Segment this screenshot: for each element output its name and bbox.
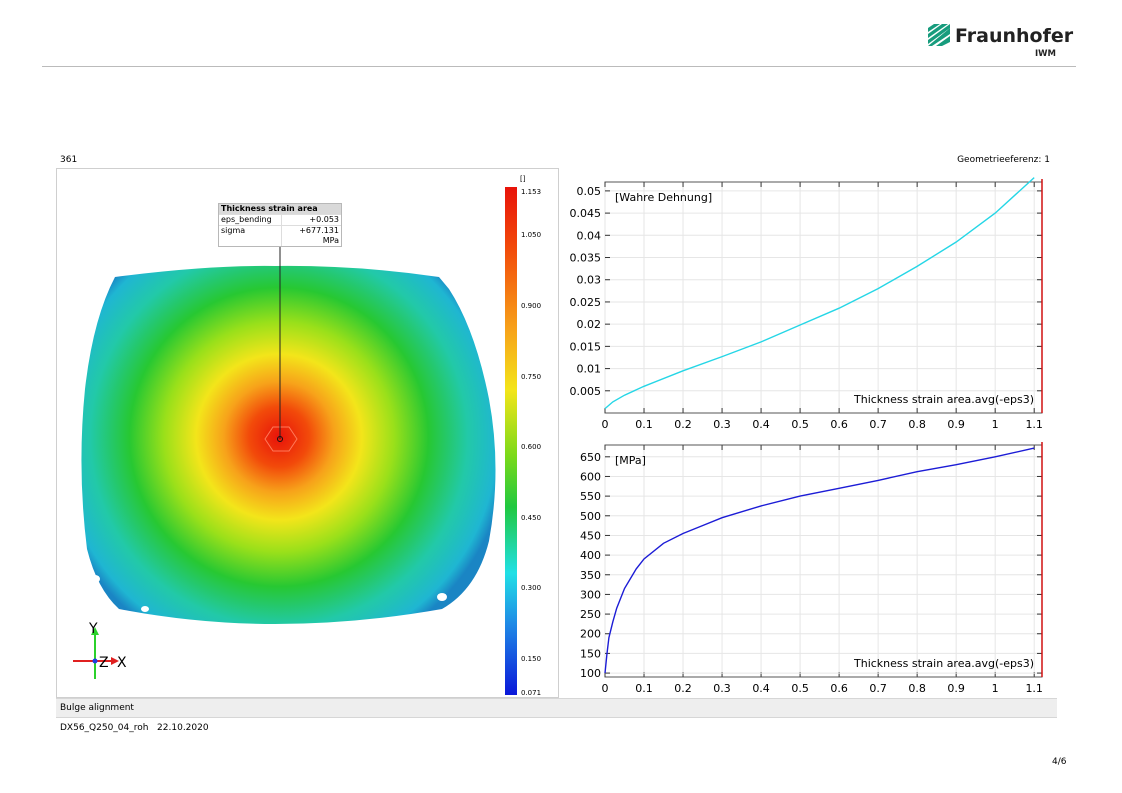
x-tick-label: 0.1 — [635, 418, 653, 431]
tooltip-row: eps_bending +0.053 — [219, 214, 341, 225]
y-tick-label: 300 — [580, 588, 601, 601]
x-tick-label: 1.1 — [1025, 682, 1043, 695]
y-tick-label: 250 — [580, 608, 601, 621]
colorbar-tick: 0.071 — [521, 689, 541, 697]
svg-text:Z: Z — [99, 655, 109, 671]
page-number: 4/6 — [1052, 757, 1067, 767]
logo-name: Fraunhofer — [955, 25, 1074, 47]
x-tick-label: 1 — [992, 418, 999, 431]
y-tick-label: 600 — [580, 470, 601, 483]
x-tick-label: 0 — [602, 682, 609, 695]
y-tick-label: 0.035 — [570, 252, 602, 265]
x-tick-label: 0.2 — [674, 682, 692, 695]
colorbar — [505, 187, 517, 695]
y-tick-label: 0.04 — [577, 229, 602, 242]
x-tick-label: 0.3 — [713, 418, 731, 431]
y-tick-label: 100 — [580, 667, 601, 680]
colorbar-tick: 0.450 — [521, 514, 541, 522]
x-tick-label: 0.4 — [752, 682, 770, 695]
x-tick-label: 0.3 — [713, 682, 731, 695]
y-tick-label: 0.02 — [577, 318, 602, 331]
plot-area — [604, 181, 1043, 414]
y-tick-label: 650 — [580, 451, 601, 464]
measurement-tooltip: Thickness strain area eps_bending +0.053… — [218, 203, 342, 247]
view-panel[interactable]: [] 1.153 1.050 0.900 0.750 0.600 0.450 0… — [56, 168, 559, 698]
colorbar-tick: 1.153 — [521, 188, 541, 196]
x-tick-label: 0.8 — [908, 418, 926, 431]
measure-hexagon — [264, 426, 298, 452]
specimen-surface — [81, 265, 496, 624]
tooltip-row: sigma +677.131 MPa — [219, 225, 341, 246]
geometry-reference: Geometrieeferenz: 1 — [957, 155, 1050, 165]
x-tick-label: 1.1 — [1025, 418, 1043, 431]
y-tick-label: 200 — [580, 628, 601, 641]
header-rule — [42, 66, 1076, 67]
strain-map[interactable]: [] 1.153 1.050 0.900 0.750 0.600 0.450 0… — [57, 169, 558, 697]
svg-text:Y: Y — [88, 621, 98, 637]
colorbar-tick: 0.900 — [521, 302, 541, 310]
colorbar-tick: 0.150 — [521, 655, 541, 663]
y-tick-label: 0.005 — [570, 385, 602, 398]
y-tick-label: 0.05 — [577, 185, 602, 198]
logo-sub: IWM — [1035, 49, 1056, 59]
sample-info: DX56_Q250_04_roh 22.10.2020 — [60, 723, 209, 733]
x-tick-label: 0 — [602, 418, 609, 431]
svg-text:X: X — [117, 655, 127, 671]
y-tick-label: 400 — [580, 549, 601, 562]
x-axis-label: Thickness strain area.avg(-eps3) — [853, 393, 1034, 406]
series-line — [604, 447, 1035, 674]
colorbar-tick: 1.050 — [521, 231, 541, 239]
series-line — [604, 177, 1035, 410]
x-tick-label: 0.7 — [869, 682, 887, 695]
y-tick-label: 550 — [580, 490, 601, 503]
x-tick-label: 0.6 — [830, 682, 848, 695]
colorbar-tick: 0.600 — [521, 443, 541, 451]
y-tick-label: 0.03 — [577, 274, 602, 287]
y-tick-label: 150 — [580, 647, 601, 660]
tooltip-title: Thickness strain area — [219, 204, 341, 214]
fraunhofer-logo: Fraunhofer IWM — [928, 24, 1073, 64]
y-axis-label: [Wahre Dehnung] — [615, 191, 712, 204]
frame-label: 361 — [60, 155, 78, 165]
x-tick-label: 0.9 — [947, 682, 965, 695]
axes-triad-icon: Y Z X — [73, 621, 127, 679]
x-tick-label: 0.4 — [752, 418, 770, 431]
colorbar-tick: 0.300 — [521, 584, 541, 592]
x-tick-label: 0.2 — [674, 418, 692, 431]
y-tick-label: 0.025 — [570, 296, 602, 309]
plot-area — [604, 444, 1043, 678]
fraunhofer-logo-icon — [928, 24, 950, 46]
x-axis-label: Thickness strain area.avg(-eps3) — [853, 657, 1034, 670]
x-tick-label: 0.1 — [635, 682, 653, 695]
measure-point[interactable] — [277, 436, 283, 442]
panel-footer: Bulge alignment — [56, 698, 1057, 718]
x-tick-label: 1 — [992, 682, 999, 695]
x-tick-label: 0.8 — [908, 682, 926, 695]
y-tick-label: 0.045 — [570, 207, 602, 220]
y-tick-label: 0.015 — [570, 340, 602, 353]
y-tick-label: 450 — [580, 529, 601, 542]
colorbar-unit: [] — [520, 175, 526, 183]
x-tick-label: 0.9 — [947, 418, 965, 431]
x-tick-label: 0.5 — [791, 418, 809, 431]
y-tick-label: 350 — [580, 569, 601, 582]
y-tick-label: 500 — [580, 510, 601, 523]
x-tick-label: 0.7 — [869, 418, 887, 431]
y-tick-label: 0.01 — [577, 363, 602, 376]
colorbar-tick: 0.750 — [521, 373, 541, 381]
y-axis-label: [MPa] — [615, 454, 646, 467]
x-tick-label: 0.6 — [830, 418, 848, 431]
x-tick-label: 0.5 — [791, 682, 809, 695]
panel-title: Bulge alignment — [60, 703, 134, 713]
